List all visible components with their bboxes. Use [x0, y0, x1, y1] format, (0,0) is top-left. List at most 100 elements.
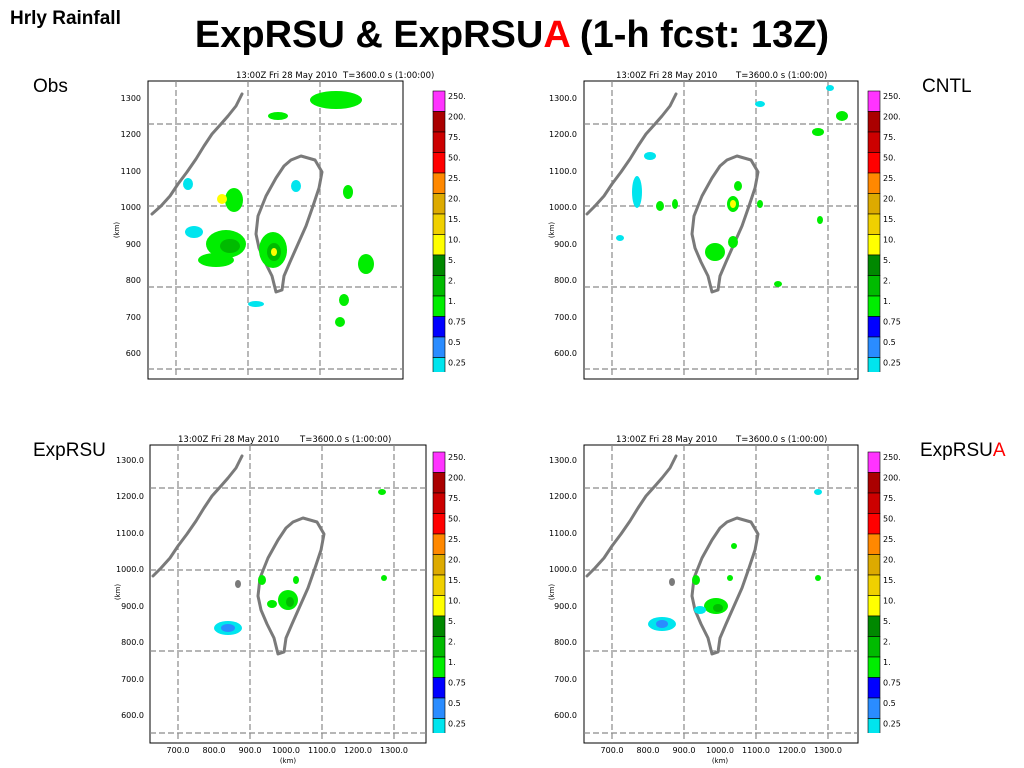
y-tick: 1100 — [121, 167, 141, 176]
colorbar-label: 200. — [448, 474, 466, 483]
y-tick: 1300.0 — [116, 456, 144, 465]
y-tick: 1300.0 — [549, 456, 577, 465]
colorbar-cell — [867, 213, 881, 235]
colorbar-cells: 250. 200. 75. 50. 25. 20. 15. 10. 5. 2. 1. 0.75 0.5 0… — [432, 90, 466, 372]
colorbar-cell — [432, 451, 446, 473]
y-tick: 1200.0 — [549, 492, 577, 501]
y-tick: 900.0 — [121, 602, 144, 611]
map-frame — [583, 444, 859, 744]
header-valid: T=3600.0 s (1:00:00) — [342, 71, 434, 81]
colorbar-cell — [867, 316, 881, 338]
colorbar-cell — [867, 234, 881, 256]
colorbar-cell — [867, 336, 881, 358]
y-axis-unit: (km) — [548, 584, 556, 601]
colorbar-obs: 250. 200. 75. 50. 25. 20. 15. 10. 5. 2. 1. 0.75 0.5 0… — [432, 90, 466, 372]
colorbar-label: 0.5 — [883, 699, 896, 708]
colorbar-cells: 250. 200. 75. 50. 25. 20. 15. 10. 5. 2. 1. 0.75 0.5 0… — [432, 451, 466, 733]
x-tick: 800.0 — [203, 746, 226, 755]
x-tick: 1300.0 — [380, 746, 408, 755]
colorbar-cntl: 250. 200. 75. 50. 25. 20. 15. 10. 5. 2. 1. 0.75 0.5 0… — [867, 90, 901, 372]
rain-areas — [183, 91, 374, 327]
y-tick: 900.0 — [554, 602, 577, 611]
colorbar-cell — [867, 451, 881, 473]
y-tick: 1000 — [121, 203, 141, 212]
x-tick: 1000.0 — [272, 746, 300, 755]
colorbar-label: 75. — [883, 133, 896, 142]
colorbar-label: 0.75 — [883, 679, 901, 688]
colorbar-label: 5. — [448, 256, 456, 265]
y-tick: 700.0 — [554, 675, 577, 684]
colorbar-cell — [432, 492, 446, 514]
colorbar-label: 75. — [448, 494, 461, 503]
colorbar-cells: 250. 200. 75. 50. 25. 20. 15. 10. 5. 2. 1. 0.75 0.5 0… — [867, 90, 901, 372]
x-tick: 700.0 — [601, 746, 624, 755]
y-tick-labels: 1300 1200 1100 1000 900 800 700 600 — [121, 94, 141, 358]
y-tick-labels: 1300.0 1200.0 1100.0 1000.0 900.0 800.0 … — [116, 456, 144, 720]
colorbar-label: 0.75 — [883, 318, 901, 327]
colorbar-label: 0.25 — [883, 359, 901, 368]
y-tick-labels: 1300.0 1200.0 1100.0 1000.0 900.0 800.0 … — [549, 94, 577, 358]
y-tick: 800.0 — [554, 276, 577, 285]
colorbar-label: 50. — [448, 515, 461, 524]
colorbar-label: 50. — [883, 154, 896, 163]
colorbar-label: 20. — [448, 195, 461, 204]
y-axis-unit: (km) — [114, 584, 122, 601]
colorbar-label: 5. — [883, 256, 891, 265]
colorbar-cell — [867, 472, 881, 494]
colorbar-cell — [867, 131, 881, 153]
x-tick: 900.0 — [673, 746, 696, 755]
colorbar-label: 2. — [448, 638, 456, 647]
colorbar-label: 0.75 — [448, 318, 466, 327]
colorbar-cell — [867, 636, 881, 658]
map-panel-obs: 13:00Z Fri 28 May 2010 T=3600.0 s (1:00:… — [113, 71, 434, 380]
x-tick: 800.0 — [637, 746, 660, 755]
y-tick: 1300.0 — [549, 94, 577, 103]
x-tick-labels: 700.0 800.0 900.0 1000.0 1100.0 1200.0 1… — [601, 746, 842, 755]
colorbar-cell — [432, 336, 446, 358]
colorbar-cell — [432, 677, 446, 699]
colorbar-cell — [432, 111, 446, 133]
header-valid: T=3600.0 s (1:00:00) — [299, 435, 391, 445]
grid-lines — [584, 445, 858, 743]
colorbar-label: 25. — [883, 174, 896, 183]
colorbar-label: 250. — [883, 92, 901, 101]
colorbar-label: 50. — [448, 154, 461, 163]
colorbar-label: 0.75 — [448, 679, 466, 688]
colorbar-cell — [432, 656, 446, 678]
colorbar-cell — [867, 677, 881, 699]
colorbar-cell — [867, 111, 881, 133]
colorbar-cell — [867, 533, 881, 555]
title-part-2: (1-h fcst: 13Z) — [569, 14, 830, 56]
colorbar-cell — [432, 718, 446, 733]
colorbar-label: 1. — [448, 658, 456, 667]
x-tick: 1100.0 — [308, 746, 336, 755]
colorbar-cell — [867, 554, 881, 576]
colorbar-cell — [432, 254, 446, 276]
colorbar-label: 25. — [448, 535, 461, 544]
colorbar-label: 15. — [448, 215, 461, 224]
colorbar-cell — [432, 90, 446, 112]
colorbar-label: 15. — [883, 215, 896, 224]
y-axis-unit: (km) — [113, 222, 121, 239]
colorbar-label: 50. — [883, 515, 896, 524]
colorbar-cell — [867, 193, 881, 215]
panel-label-exprsua-accent: A — [992, 440, 1006, 461]
colorbar-label: 1. — [883, 297, 891, 306]
colorbar-cell — [432, 172, 446, 194]
header-time: 13:00Z Fri 28 May 2010 — [236, 71, 337, 81]
y-tick: 600.0 — [554, 711, 577, 720]
colorbar-label: 20. — [883, 195, 896, 204]
header-valid: T=3600.0 s (1:00:00) — [735, 435, 827, 445]
y-tick-labels: 1300.0 1200.0 1100.0 1000.0 900.0 800.0 … — [549, 456, 577, 720]
panel-label-cntl: CNTL — [922, 76, 972, 97]
y-tick: 700.0 — [554, 313, 577, 322]
colorbar-cell — [867, 718, 881, 733]
grid-lines — [584, 81, 858, 379]
colorbar-cell — [867, 615, 881, 637]
y-axis-unit: (km) — [548, 222, 556, 239]
colorbar-label: 200. — [448, 113, 466, 122]
map-panel-exprsu: 13:00Z Fri 28 May 2010 T=3600.0 s (1:00:… — [114, 435, 427, 765]
y-tick: 900 — [126, 240, 141, 249]
colorbar-cell — [432, 636, 446, 658]
rain-areas — [214, 489, 387, 635]
